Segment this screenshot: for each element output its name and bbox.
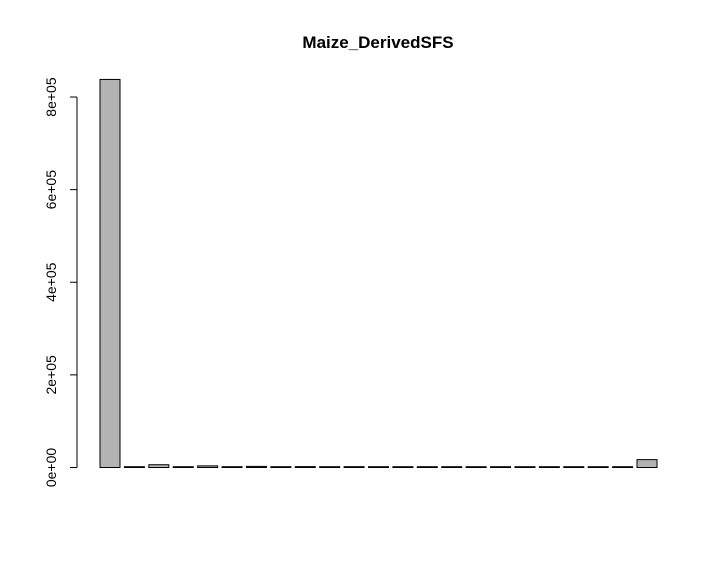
bar: [172, 466, 194, 469]
bar: [343, 466, 365, 469]
bar: [514, 466, 536, 469]
bar: [99, 78, 121, 469]
bar: [612, 466, 634, 469]
bar: [245, 465, 267, 469]
bar: [148, 464, 170, 469]
bar: [441, 466, 463, 469]
bar: [270, 466, 292, 469]
bar: [123, 466, 145, 469]
y-tick-label: 0e+00: [43, 448, 59, 488]
bar: [319, 466, 341, 469]
bar: [392, 466, 414, 469]
bar: [636, 459, 658, 469]
bar: [587, 466, 609, 469]
y-axis: 0e+00 2e+05 4e+05 6e+05 8e+05: [43, 77, 78, 488]
bars: [99, 78, 658, 469]
bar: [294, 466, 316, 468]
y-tick-label: 2e+05: [43, 355, 59, 395]
y-tick-label: 6e+05: [43, 170, 59, 210]
bar: [221, 466, 243, 469]
bar: [490, 466, 512, 469]
y-tick-label: 8e+05: [43, 77, 59, 117]
bar: [538, 466, 560, 469]
bar: [465, 466, 487, 469]
bar: [368, 466, 389, 469]
bar: [197, 465, 219, 469]
y-tick-label: 4e+05: [43, 262, 59, 302]
bar: [416, 466, 438, 469]
chart-title: Maize_DerivedSFS: [302, 33, 453, 52]
bar: [563, 466, 585, 469]
